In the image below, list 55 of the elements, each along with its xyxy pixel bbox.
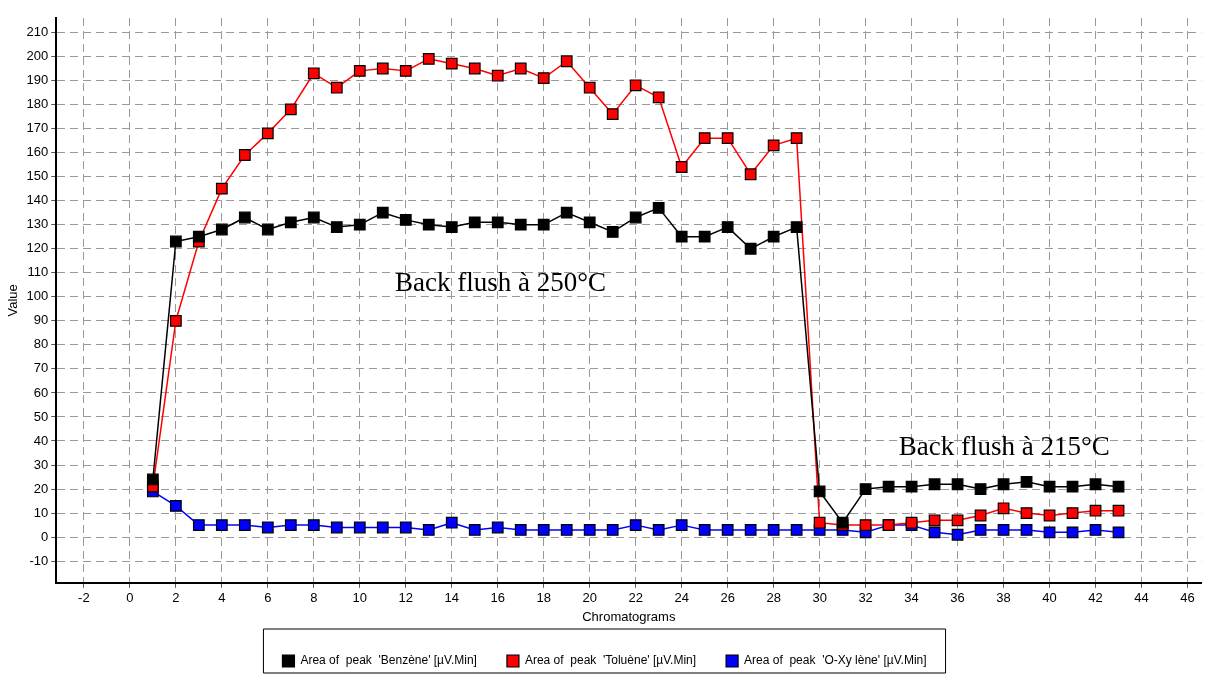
x-tick-label: 2 (172, 590, 180, 606)
y-tick-label: 0 (41, 528, 49, 544)
y-tick-label: 210 (26, 24, 49, 39)
x-tick-label: 8 (310, 590, 318, 606)
annotation: Back flush à 250°C (395, 266, 607, 297)
x-tick-label: 6 (264, 590, 272, 606)
x-tick-label: 22 (628, 590, 643, 606)
x-tick-label: 18 (536, 590, 551, 606)
x-tick-label: 14 (444, 590, 459, 606)
x-tick-label: 28 (766, 590, 781, 606)
x-tick-label: 26 (720, 590, 735, 606)
x-axis-title: Chromatograms (582, 608, 676, 624)
legend-label: Area of peak 'O-Xy lène' [µV.Min] (744, 653, 927, 668)
x-tick-label: 4 (218, 590, 226, 606)
y-tick-label: 140 (26, 192, 49, 208)
x-tick-label: 42 (1088, 590, 1103, 606)
x-tick-label: 12 (398, 590, 414, 606)
y-tick-label: 20 (33, 480, 49, 496)
y-tick-label: 120 (26, 240, 49, 256)
x-tick-label: 36 (950, 590, 965, 606)
legend-label: Area of peak 'Benzène' [µV.Min] (300, 653, 477, 668)
x-tick-label: 44 (1134, 590, 1149, 606)
x-tick-label: 0 (126, 590, 134, 606)
y-tick-label: 170 (26, 120, 49, 136)
y-tick-label: 110 (27, 264, 49, 280)
y-tick-label: 160 (26, 144, 49, 160)
y-tick-label: 80 (33, 336, 49, 352)
x-tick-label: 40 (1042, 590, 1057, 606)
x-tick-label: 10 (352, 590, 368, 606)
y-tick-label: 100 (26, 288, 49, 304)
y-tick-label: 190 (26, 72, 49, 88)
x-tick-label: 32 (858, 590, 873, 606)
y-tick-label: 10 (33, 504, 49, 520)
y-tick-label: 200 (26, 48, 49, 64)
x-tick-label: 16 (490, 590, 505, 606)
y-axis-title: Value (5, 284, 21, 317)
y-tick-label: 50 (33, 408, 49, 424)
y-tick-label: 60 (33, 384, 49, 400)
y-tick-label: 70 (33, 360, 49, 376)
x-tick-label: 38 (996, 590, 1011, 606)
legend-label: Area of peak 'Toluène' [µV.Min] (524, 653, 697, 668)
y-tick-label: 40 (33, 432, 49, 448)
x-tick-label: 34 (904, 590, 919, 606)
y-tick-label: 180 (26, 96, 49, 112)
y-tick-label: -10 (29, 552, 49, 568)
y-tick-label: 90 (33, 312, 49, 328)
y-tick-label: 130 (26, 216, 49, 232)
x-tick-label: 46 (1180, 590, 1195, 606)
x-tick-label: 24 (674, 590, 689, 606)
x-tick-label: 30 (812, 590, 827, 606)
y-tick-label: 150 (26, 168, 49, 184)
annotation: Back flush à 215°C (898, 431, 1110, 462)
x-tick-label: 20 (582, 590, 597, 606)
y-tick-label: 30 (33, 456, 49, 472)
x-tick-label: -2 (78, 590, 90, 606)
